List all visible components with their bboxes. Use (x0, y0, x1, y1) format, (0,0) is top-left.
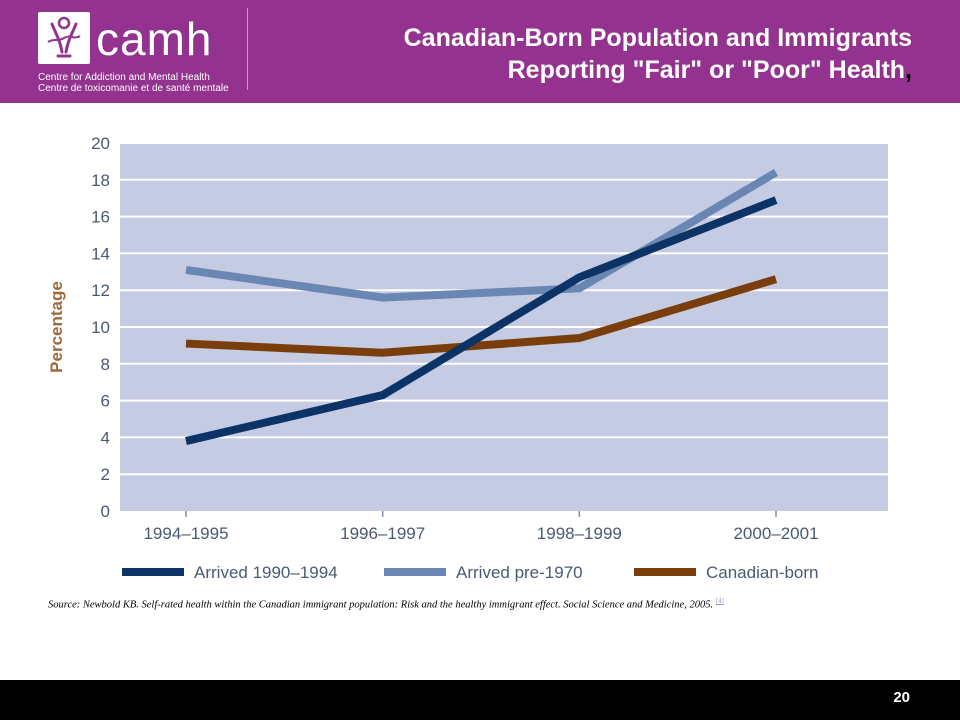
legend-label-2: Arrived pre-1970 (456, 563, 583, 582)
x-axis-ticks: 1994–1995 1996–1997 1998–1999 2000–2001 (143, 511, 819, 543)
title-line-1: Canadian-Born Population and Immigrants (403, 24, 912, 52)
x-tick-label-2: 1998–1999 (537, 524, 622, 543)
series-line-2 (185, 168, 779, 302)
header-divider (247, 8, 248, 90)
x-tick-label-0: 1994–1995 (143, 524, 228, 543)
legend-label-3: Canadian-born (706, 563, 818, 582)
y-axis-ticks: 0 2 4 6 8 10 12 14 16 18 20 (91, 134, 110, 521)
series-line-1 (185, 196, 778, 445)
logo-wordmark: camh (96, 13, 213, 65)
y-tick-label-12: 12 (91, 281, 110, 300)
series-lines (185, 168, 779, 445)
y-tick-label-14: 14 (91, 244, 110, 263)
y-tick-label-20: 20 (91, 134, 110, 153)
y-tick-label-16: 16 (91, 208, 110, 227)
source-text: Source: Newbold KB. Self-rated health wi… (48, 599, 714, 611)
y-axis-label: Percentage (47, 281, 66, 373)
slide-footer: 20 (0, 680, 960, 720)
title-line-2-text: Reporting "Fair" or "Poor" Health (507, 56, 906, 84)
legend-label-1: Arrived 1990–1994 (194, 563, 338, 582)
series-line-3 (185, 275, 778, 357)
y-tick-label-4: 4 (101, 428, 110, 447)
logo-tagline-french: Centre de toxicomanie et de santé mental… (38, 83, 229, 94)
y-tick-label-18: 18 (91, 171, 110, 190)
y-tick-label-10: 10 (91, 318, 110, 337)
citation-ref-link[interactable]: [4] (715, 597, 724, 605)
y-tick-label-0: 0 (101, 502, 110, 521)
logo-tagline-english: Centre for Addiction and Mental Health (38, 72, 210, 83)
y-tick-label-8: 8 (101, 355, 110, 374)
slide-title: Canadian-Born Population and Immigrants … (404, 22, 912, 86)
camh-logo: camh Centre for Addiction and Mental Hea… (38, 12, 238, 94)
x-tick-label-1: 1996–1997 (340, 524, 425, 543)
title-comma: , (905, 56, 912, 84)
title-line-2: Reporting "Fair" or "Poor" Health, (404, 54, 912, 86)
y-tick-label-2: 2 (101, 465, 110, 484)
line-chart: 0 2 4 6 8 10 12 14 16 18 20 1994–1995 1996–1997 1998… (47, 134, 888, 582)
x-tick-label-3: 2000–2001 (733, 524, 818, 543)
slide-number: 20 (893, 689, 910, 706)
y-tick-label-6: 6 (101, 392, 110, 411)
source-citation: Source: Newbold KB. Self-rated health wi… (48, 597, 928, 611)
legend: Arrived 1990–1994 Arrived pre-1970 Canadia… (122, 563, 818, 582)
slide-header: camh Centre for Addiction and Mental Hea… (0, 0, 960, 103)
camh-figure-icon (38, 12, 90, 64)
